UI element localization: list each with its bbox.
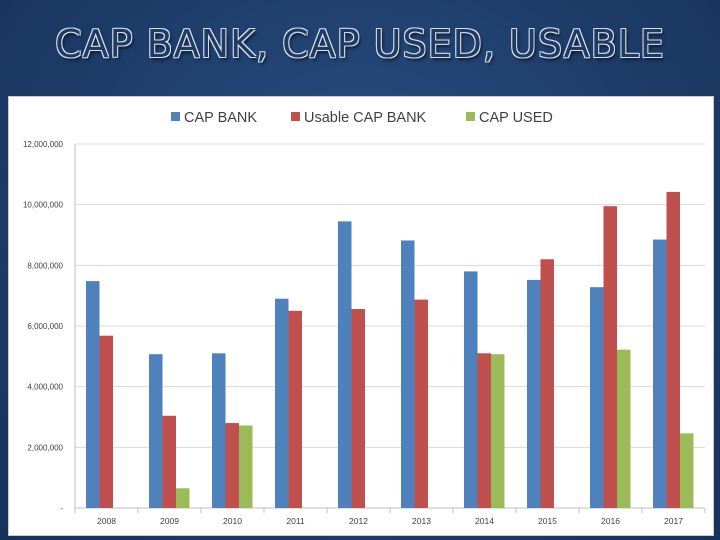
bar-cap-bank <box>212 353 226 508</box>
y-tick-label: 12,000,000 <box>23 140 64 149</box>
bar-cap-bank <box>275 298 289 508</box>
legend-label: Usable CAP BANK <box>304 110 427 126</box>
slide-title: CAP BANK, CAP USED, USABLE <box>55 22 665 66</box>
bar-usable-cap-bank <box>540 259 554 508</box>
x-tick-label: 2017 <box>664 516 683 526</box>
bar-cap-bank <box>338 221 352 508</box>
bar-chart: - 2,000,000 4,000,000 6,000,000 8,000,000 10,… <box>23 110 706 526</box>
bar-cap-bank <box>527 279 541 508</box>
x-tick-label: 2016 <box>601 516 620 526</box>
bar-cap-bank <box>464 271 478 508</box>
y-tick-label: 6,000,000 <box>27 322 63 331</box>
y-tick-label: 8,000,000 <box>27 261 63 270</box>
x-tick-label: 2013 <box>412 516 431 526</box>
chart-panel: - 2,000,000 4,000,000 6,000,000 8,000,000 10,… <box>8 96 714 536</box>
y-tick-label: 4,000,000 <box>27 383 63 392</box>
bar-cap-bank <box>401 240 415 508</box>
bar-cap-bank <box>86 281 100 508</box>
bar-cap-used <box>176 488 190 508</box>
bar-usable-cap-bank <box>351 309 365 508</box>
x-tick-label: 2010 <box>223 516 242 526</box>
bar-cap-bank <box>653 239 667 509</box>
y-tick-label: 10,000,000 <box>23 201 64 210</box>
x-tick-label: 2012 <box>349 516 368 526</box>
bar-usable-cap-bank <box>288 310 302 508</box>
y-tick-label: 2,000,000 <box>27 443 63 452</box>
bar-cap-used <box>617 349 631 508</box>
legend-swatch <box>466 112 475 121</box>
x-tick-label: 2008 <box>97 516 116 526</box>
y-tick-label: - <box>60 504 63 513</box>
bar-usable-cap-bank <box>414 299 428 508</box>
x-tick-label: 2015 <box>538 516 557 526</box>
bar-usable-cap-bank <box>477 353 491 508</box>
bar-cap-used <box>680 433 694 508</box>
bar-cap-used <box>239 425 253 508</box>
legend-label: CAP USED <box>479 110 553 126</box>
bar-cap-bank <box>149 354 163 508</box>
x-tick-label: 2014 <box>475 516 494 526</box>
legend-swatch <box>171 112 180 121</box>
legend-swatch <box>291 112 300 121</box>
bar-cap-used <box>491 354 505 508</box>
bar-usable-cap-bank <box>99 335 113 508</box>
bar-usable-cap-bank <box>603 206 617 508</box>
bar-usable-cap-bank <box>162 415 176 508</box>
bar-usable-cap-bank <box>666 191 680 508</box>
legend-label: CAP BANK <box>184 110 257 126</box>
x-tick-label: 2011 <box>286 516 305 526</box>
x-tick-label: 2009 <box>160 516 179 526</box>
bar-cap-bank <box>590 287 604 508</box>
bar-usable-cap-bank <box>225 423 239 508</box>
